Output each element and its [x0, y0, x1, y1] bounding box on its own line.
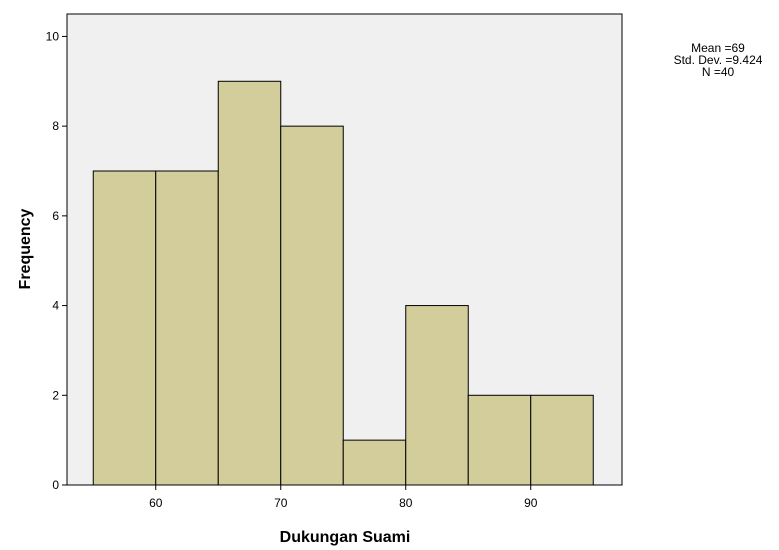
bar [342, 439, 407, 486]
stats-annotation: Mean =69 [691, 41, 745, 55]
y-tick-label: 6 [52, 209, 59, 223]
bar [530, 394, 594, 486]
x-tick-label: 70 [274, 496, 288, 510]
x-tick-label: 60 [149, 496, 163, 510]
x-tick-label: 90 [524, 496, 538, 510]
stats-annotation: Std. Dev. =9.424 [674, 53, 763, 67]
bar [405, 305, 469, 486]
y-tick-label: 8 [52, 119, 59, 133]
bar [467, 394, 532, 486]
bar [280, 125, 344, 486]
bar [217, 80, 282, 486]
bar [92, 170, 157, 486]
y-tick-label: 10 [46, 29, 60, 43]
y-tick-label: 0 [52, 478, 59, 492]
x-axis-label: Dukungan Suami [280, 529, 411, 546]
stats-annotation: N =40 [702, 65, 735, 79]
x-tick-label: 80 [399, 496, 413, 510]
y-tick-label: 4 [52, 299, 59, 313]
y-axis-label: Frequency [17, 208, 34, 289]
bar [155, 170, 219, 486]
y-tick-label: 2 [52, 388, 59, 402]
